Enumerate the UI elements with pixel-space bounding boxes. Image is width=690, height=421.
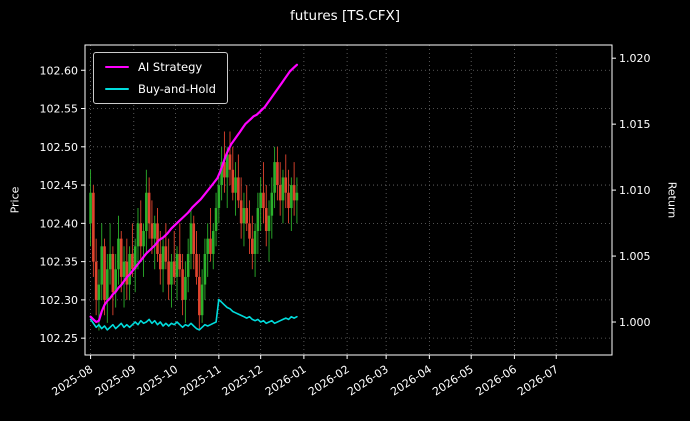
x-tick-label: 2026-01 (263, 363, 309, 399)
price-tick-label: 102.30 (40, 294, 79, 307)
x-tick-label: 2026-06 (473, 363, 519, 399)
price-tick-label: 102.55 (40, 103, 79, 116)
return-tick-label: 1.015 (619, 118, 651, 131)
return-tick-label: 1.005 (619, 250, 651, 263)
price-tick-label: 102.45 (40, 179, 79, 192)
x-tick-label: 2026-05 (430, 363, 476, 399)
legend-swatch-ai-strategy (105, 65, 129, 69)
ai-strategy-line (89, 63, 298, 324)
x-tick-label: 2025-08 (50, 363, 96, 399)
candlesticks (89, 131, 299, 331)
legend-item: Buy-and-Hold (105, 82, 216, 96)
price-tick-label: 102.60 (40, 64, 79, 77)
price-tick-label: 102.50 (40, 141, 79, 154)
legend-swatch-buy-and-hold (105, 87, 129, 91)
axes: 2025-082025-092025-102025-112025-122026-… (40, 52, 651, 398)
x-tick-label: 2025-10 (135, 363, 181, 399)
return-tick-label: 1.020 (619, 52, 651, 65)
chart-title: futures [TS.CFX] (289, 8, 401, 24)
buy-and-hold-line (89, 298, 298, 331)
x-tick-label: 2025-11 (178, 363, 224, 399)
return-tick-label: 1.000 (619, 316, 651, 329)
legend-label: Buy-and-Hold (138, 82, 216, 96)
x-tick-label: 2026-04 (388, 363, 434, 399)
x-tick-label: 2026-03 (345, 363, 391, 399)
price-axis-label: Price (8, 186, 22, 214)
plot-border (84, 44, 613, 356)
price-tick-label: 102.35 (40, 256, 79, 269)
x-tick-label: 2025-09 (93, 363, 139, 399)
return-tick-label: 1.010 (619, 184, 651, 197)
legend-item: AI Strategy (105, 60, 216, 74)
legend-label: AI Strategy (138, 60, 203, 74)
return-axis-label: Return (665, 181, 679, 219)
price-tick-label: 102.25 (40, 332, 79, 345)
x-tick-label: 2026-02 (306, 363, 352, 399)
x-tick-label: 2025-12 (220, 363, 266, 399)
x-tick-label: 2026-07 (515, 363, 561, 399)
price-tick-label: 102.40 (40, 217, 79, 230)
legend: AI Strategy Buy-and-Hold (93, 52, 228, 104)
